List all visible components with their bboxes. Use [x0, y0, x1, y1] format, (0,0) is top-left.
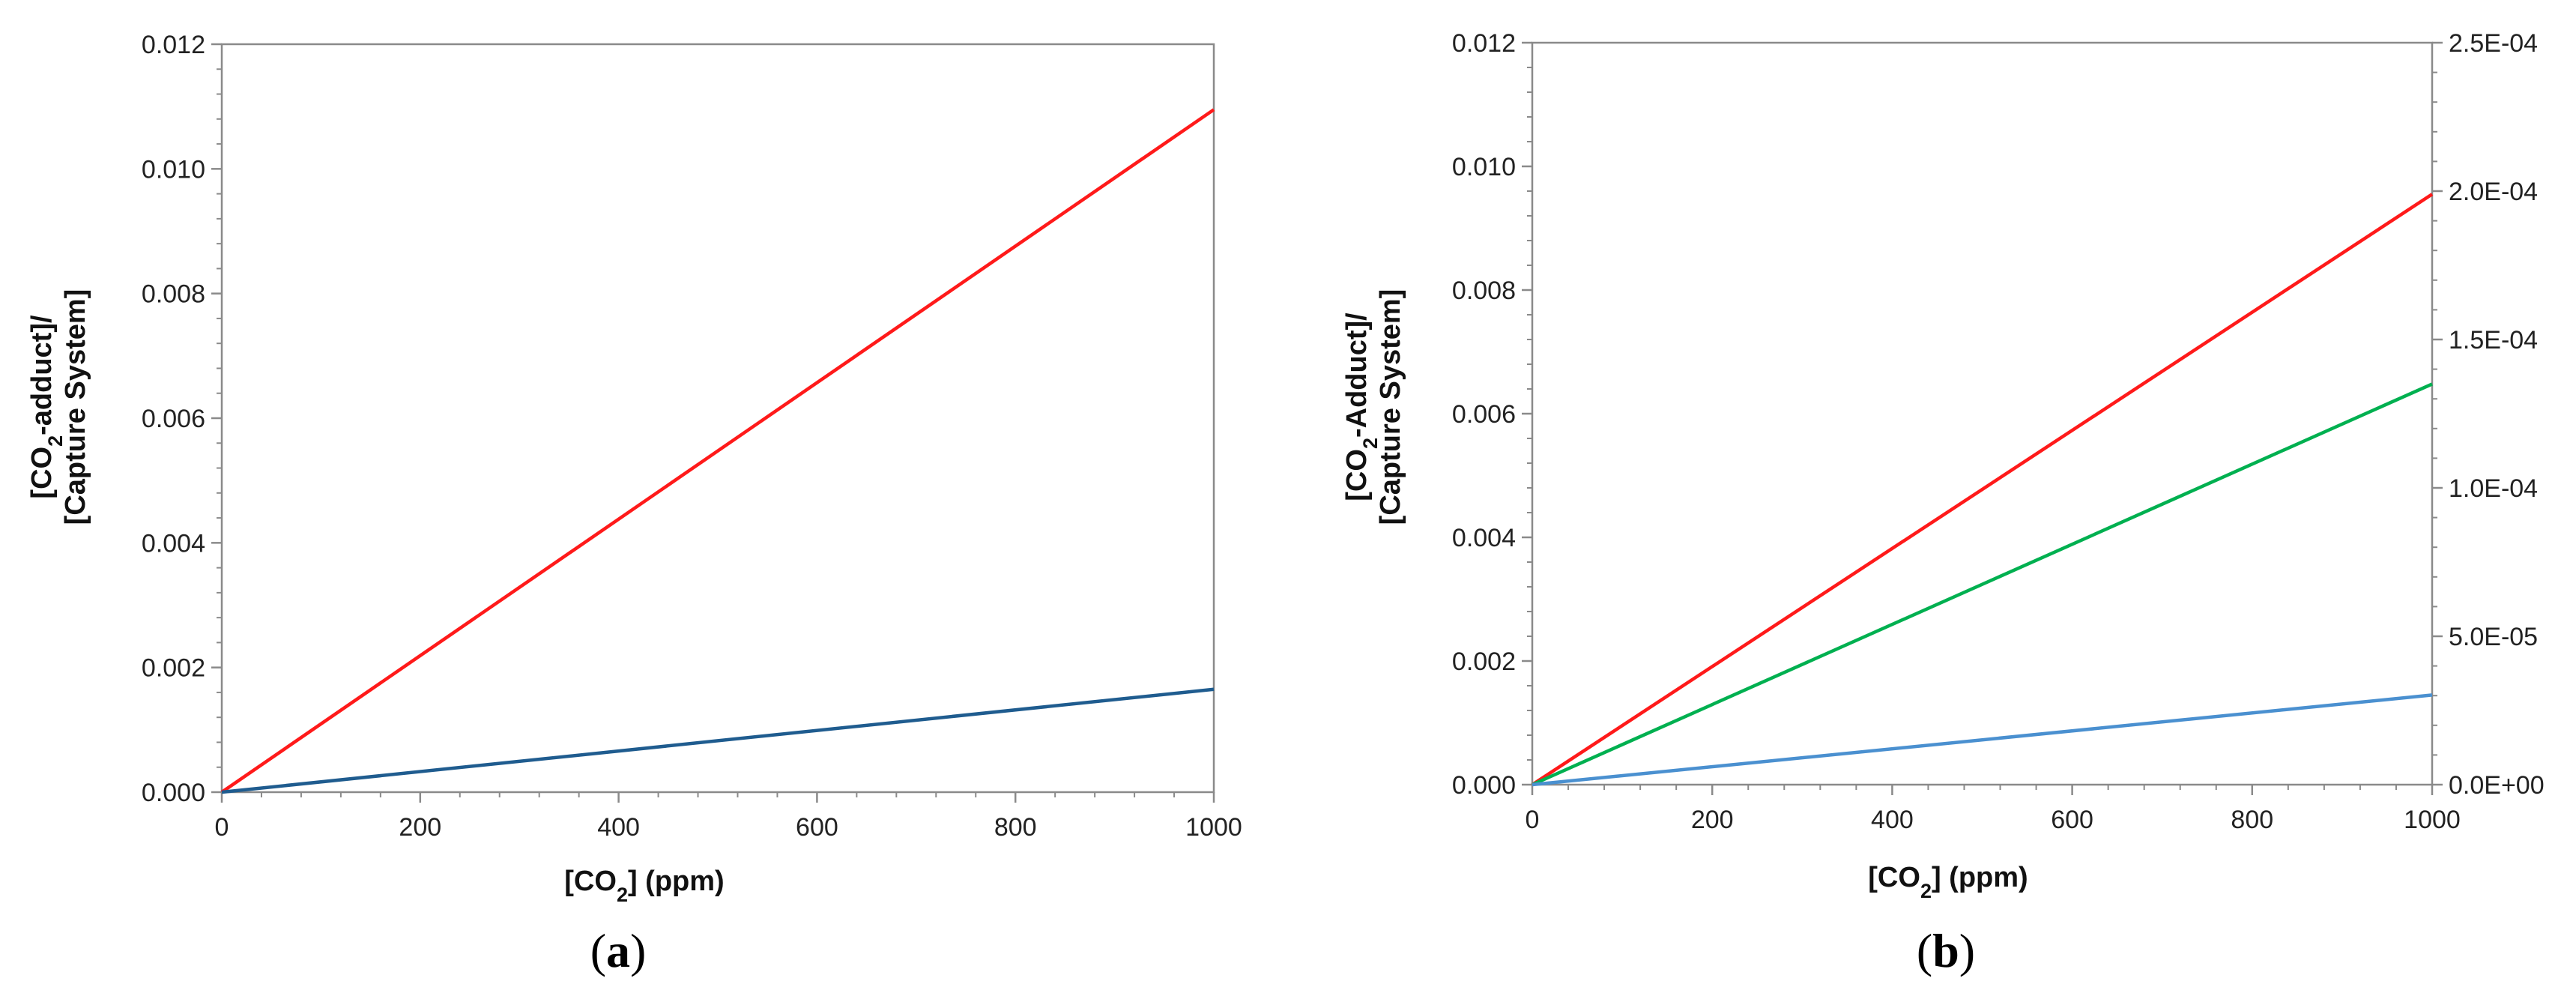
svg-text:[CO2] (ppm): [CO2] (ppm) [1868, 862, 2028, 902]
panel-label: (a) [590, 924, 647, 977]
x-tick-label: 400 [1871, 806, 1914, 834]
y-tick-label: 0.012 [1452, 29, 1516, 58]
y-tick-label: 0.010 [1452, 153, 1516, 181]
x-tick-label: 200 [399, 813, 441, 842]
series-line-1 [1531, 193, 2434, 786]
series-line-2 [221, 687, 1215, 794]
y2-tick-label: 1.0E-04 [2449, 474, 2538, 503]
x-axis-title: [CO2] (ppm) [1868, 862, 2028, 902]
chart-panel-a: [CO2-adduct]/ [Capture System] [CO2] (pp… [26, 31, 1242, 977]
svg-text:[CO2-Adduct]/: [CO2-Adduct]/ [1341, 313, 1382, 501]
y-tick-label: 0.000 [142, 779, 205, 807]
y-tick-label: 0.006 [1452, 400, 1516, 429]
y2-tick-label: 1.5E-04 [2449, 326, 2538, 354]
y-axis-title: [CO2-Adduct]/ [Capture System] [1341, 289, 1406, 525]
y-tick-label: 0.004 [1452, 524, 1516, 552]
y-tick-label: 0.010 [142, 155, 205, 184]
x-tick-label: 0 [215, 813, 229, 842]
svg-text:[Capture System]: [Capture System] [1375, 289, 1406, 525]
y2-tick-label: 2.5E-04 [2449, 29, 2538, 58]
y-tick-label: 0.008 [1452, 277, 1516, 305]
y-tick-label: 0.002 [1452, 648, 1516, 676]
series-line-1 [220, 108, 1215, 794]
x-tick-label: 800 [994, 813, 1037, 842]
x-tick-label: 200 [1691, 806, 1734, 834]
svg-text:[CO2-adduct]/: [CO2-adduct]/ [26, 315, 67, 499]
series-line-3 [1532, 693, 2433, 787]
y-tick-label: 0.006 [142, 405, 205, 433]
x-axis-title: [CO2] (ppm) [564, 866, 724, 906]
x-tick-label: 0 [1526, 806, 1540, 834]
y-tick-label: 0.002 [142, 654, 205, 683]
x-tick-label: 1000 [1185, 813, 1242, 842]
series-line-2 [1532, 382, 2433, 787]
y2-tick-label: 0.0E+00 [2449, 771, 2545, 800]
y2-tick-label: 2.0E-04 [2449, 178, 2538, 206]
svg-text:(a): (a) [590, 924, 647, 977]
x-tick-label: 400 [597, 813, 640, 842]
x-tick-label: 1000 [2404, 806, 2461, 834]
y-tick-label: 0.012 [142, 31, 205, 59]
x-tick-label: 600 [2051, 806, 2093, 834]
panel-label: (b) [1917, 924, 1975, 977]
y-axis-title: [CO2-adduct]/ [Capture System] [26, 289, 91, 525]
plot-frame [1531, 41, 2434, 786]
x-tick-label: 800 [2231, 806, 2273, 834]
plot-frame [220, 43, 1215, 794]
svg-text:(b): (b) [1917, 924, 1975, 977]
y-tick-label: 0.000 [1452, 771, 1516, 800]
y2-tick-label: 5.0E-05 [2449, 623, 2538, 651]
x-tick-label: 600 [796, 813, 838, 842]
chart-panel-b: [CO2-Adduct]/ [Capture System] [CO2] (pp… [1341, 29, 2545, 977]
svg-text:[CO2] (ppm): [CO2] (ppm) [564, 866, 724, 906]
y-tick-label: 0.008 [142, 280, 205, 309]
svg-text:[Capture System]: [Capture System] [60, 289, 91, 525]
y-tick-label: 0.004 [142, 529, 205, 558]
